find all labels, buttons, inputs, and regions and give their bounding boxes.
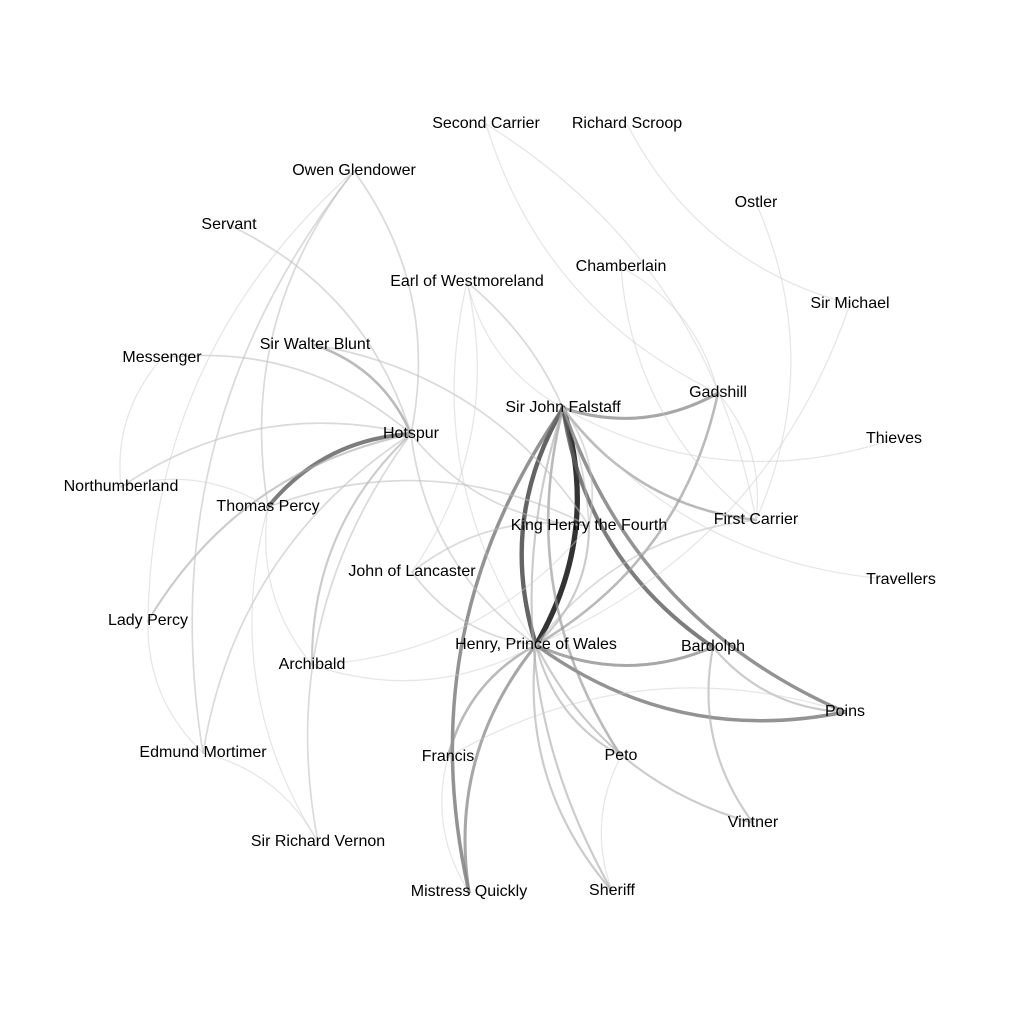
edge-archibald-prince-wales (311, 644, 537, 682)
edge-hotspur-sir-richard-vernon (306, 433, 412, 843)
node-label-sheriff: Sheriff (589, 882, 636, 899)
edge-sir-john-falstaff-sheriff (530, 406, 614, 893)
node-label-peto: Peto (605, 747, 638, 764)
node-label-prince-wales: Henry, Prince of Wales (455, 636, 617, 653)
node-label-archibald: Archibald (279, 656, 346, 673)
edge-john-lancaster-prince-wales (411, 571, 537, 646)
node-label-sir-richard-vernon: Sir Richard Vernon (251, 833, 385, 850)
edge-sir-john-falstaff-bardolph (561, 406, 715, 649)
edge-hotspur-messenger (161, 354, 412, 435)
edge-poins-francis (447, 687, 846, 758)
edge-hotspur-northumberland (120, 422, 412, 488)
edge-owen-glendower-lady-percy (147, 170, 355, 622)
node-label-northumberland: Northumberland (64, 478, 179, 495)
node-label-edmund-mortimer: Edmund Mortimer (139, 744, 267, 761)
edge-second-carrier-gadshill (485, 123, 719, 394)
node-label-poins: Poins (825, 703, 865, 720)
node-label-sir-michael: Sir Michael (810, 295, 889, 312)
edge-first-carrier-prince-wales (535, 519, 757, 646)
node-label-vintner: Vintner (728, 814, 779, 831)
edge-prince-wales-vintner (534, 643, 755, 825)
edge-francis-mistress-quickly (441, 756, 470, 893)
edge-prince-wales-bardolph (534, 643, 715, 667)
edge-hotspur-king-henry (410, 433, 590, 527)
edge-bardolph-vintner (707, 645, 755, 825)
node-label-sir-walter-blunt: Sir Walter Blunt (260, 336, 371, 353)
edge-prince-wales-king-henry (534, 524, 591, 647)
node-label-servant: Servant (201, 216, 257, 233)
edge-thomas-percy-northumberland (120, 478, 269, 508)
edge-prince-wales-poins (534, 643, 847, 723)
edge-owen-glendower-thomas-percy (260, 170, 355, 508)
edge-first-carrier-second-carrier (485, 123, 757, 521)
edge-prince-wales-sheriff (532, 643, 614, 893)
edge-thomas-percy-archibald (265, 506, 313, 666)
edge-chamberlain-first-carrier (620, 266, 757, 521)
edge-owen-glendower-edmund-mortimer (191, 170, 355, 754)
node-label-lady-percy: Lady Percy (108, 612, 188, 629)
edge-king-henry-sir-walter-blunt (314, 344, 590, 527)
edge-thomas-percy-sir-richard-vernon (251, 506, 319, 843)
edge-sir-john-falstaff-travellers (562, 407, 902, 581)
edge-john-lancaster-earl-westmoreland (411, 281, 478, 573)
node-label-thieves: Thieves (866, 430, 922, 447)
node-label-mistress-quickly: Mistress Quickly (411, 883, 527, 900)
node-label-second-carrier: Second Carrier (432, 115, 540, 132)
edge-king-henry-earl-westmoreland (466, 281, 590, 527)
edge-sir-john-falstaff-mistress-quickly (450, 406, 565, 894)
node-label-first-carrier: First Carrier (714, 511, 799, 528)
edge-hotspur-owen-glendower (353, 170, 420, 435)
edges-layer (119, 123, 902, 894)
edge-sir-richard-vernon-edmund-mortimer (202, 752, 319, 843)
edge-sir-john-falstaff-gadshill (561, 391, 720, 420)
edge-hotspur-lady-percy (146, 432, 413, 623)
edge-earl-westmoreland-sir-john-falstaff (466, 281, 564, 409)
edge-first-carrier-gadshill (717, 392, 759, 521)
edge-sir-john-falstaff-peto (546, 406, 623, 758)
edge-prince-wales-peto (534, 643, 623, 758)
edge-king-henry-sir-john-falstaff (562, 407, 594, 527)
node-label-bardolph: Bardolph (681, 638, 745, 655)
edge-peto-sheriff (600, 755, 622, 892)
edge-first-carrier-ostler (755, 202, 792, 521)
node-label-messenger: Messenger (122, 349, 202, 366)
node-label-travellers: Travellers (866, 571, 936, 588)
edge-sir-john-falstaff-poins (561, 406, 847, 714)
edge-prince-wales-sir-michael (535, 303, 851, 646)
edge-hotspur-thomas-percy (266, 432, 413, 509)
edge-king-henry-thomas-percy (267, 479, 590, 527)
edge-sir-john-falstaff-first-carrier (561, 406, 758, 522)
node-label-francis: Francis (422, 748, 474, 765)
edge-prince-wales-mistress-quickly (463, 643, 538, 894)
node-label-sir-john-falstaff: Sir John Falstaff (505, 399, 621, 416)
edge-gadshill-chamberlain (620, 266, 719, 394)
node-label-john-lancaster: John of Lancaster (348, 563, 476, 580)
edge-archibald-king-henry (311, 525, 590, 666)
labels-layer: Second Carrier Richard Scroop Owen Glendow… (64, 115, 936, 900)
edge-lady-percy-edmund-mortimer (147, 620, 204, 754)
edge-prince-wales-gadshill (534, 391, 720, 647)
node-label-owen-glendower: Owen Glendower (292, 162, 416, 179)
edge-hotspur-archibald (310, 432, 413, 667)
edge-hotspur-prince-wales (410, 433, 537, 646)
edge-hotspur-edmund-mortimer (202, 433, 412, 754)
edge-richard-scroop-sir-michael (626, 123, 851, 305)
edge-hotspur-servant (228, 224, 412, 435)
edge-prince-wales-sir-john-falstaff (533, 405, 580, 648)
node-label-hotspur: Hotspur (383, 425, 440, 442)
edge-hotspur-sir-walter-blunt (313, 343, 413, 436)
node-label-thomas-percy: Thomas Percy (216, 498, 319, 515)
node-label-chamberlain: Chamberlain (576, 258, 667, 275)
node-label-ostler: Ostler (735, 194, 778, 211)
edge-messenger-northumberland (119, 357, 163, 488)
node-label-richard-scroop: Richard Scroop (572, 115, 682, 132)
edge-king-henry-john-lancaster (411, 521, 590, 573)
edge-sir-john-falstaff-thieves (562, 407, 895, 463)
edge-prince-wales-francis (446, 643, 538, 759)
node-label-king-henry: King Henry the Fourth (511, 517, 668, 534)
node-label-earl-westmoreland: Earl of Westmoreland (390, 273, 544, 290)
node-label-gadshill: Gadshill (689, 384, 747, 401)
